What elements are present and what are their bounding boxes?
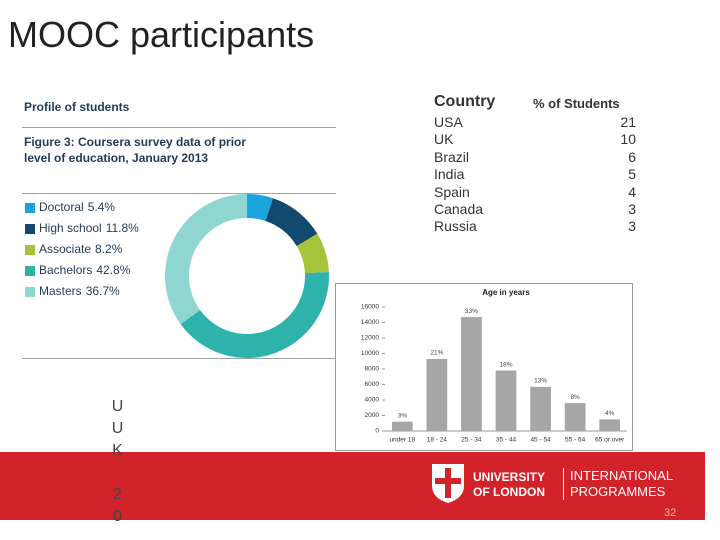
country-share: 6	[628, 148, 636, 165]
y-tick-label: 8000	[365, 366, 380, 373]
legend-value: 36.7%	[86, 284, 120, 298]
legend-value: 5.4%	[88, 200, 116, 214]
legend-label: Doctoral 5.4%	[39, 200, 115, 214]
legend-category: High school	[39, 221, 102, 235]
bar	[530, 386, 551, 431]
rule	[22, 358, 336, 359]
country-name: Spain	[434, 183, 470, 200]
legend-label: Bachelors 42.8%	[39, 263, 131, 277]
country-share: 3	[628, 201, 636, 217]
country-name: UK	[434, 131, 454, 148]
university-name: UNIVERSITY OF LONDON	[473, 470, 545, 500]
country-name: India	[434, 166, 465, 183]
programme-line: PROGRAMMES	[570, 484, 666, 499]
donut-chart: Doctoral 5.4% High school 11.8% Associate 8.2…	[25, 194, 329, 358]
page-number: 32	[664, 507, 677, 519]
bar-annotation: 8%	[570, 394, 580, 401]
legend-value: 8.2%	[95, 242, 123, 256]
country-share: 10	[620, 131, 636, 148]
bar-annotation: 21%	[430, 350, 443, 357]
legend-swatch	[25, 287, 35, 297]
country-name: Brazil	[434, 148, 470, 165]
country-name: USA	[434, 114, 463, 130]
profile-heading: Profile of students	[24, 100, 130, 114]
legend-category: Bachelors	[39, 263, 92, 277]
programme-line: INTERNATIONAL	[570, 468, 674, 483]
legend-category: Doctoral	[39, 200, 84, 214]
y-tick-label: 2000	[365, 412, 380, 419]
donut-slice	[165, 194, 247, 325]
legend-label: High school 11.8%	[39, 221, 139, 235]
y-tick-label: 6000	[365, 381, 380, 388]
divider	[563, 468, 564, 500]
bar-annotation: 13%	[534, 378, 547, 385]
legend-swatch	[25, 245, 35, 255]
legend-swatch	[25, 266, 35, 276]
y-tick-label: 12000	[361, 335, 379, 342]
y-tick-label: 14000	[361, 319, 379, 326]
programme-name: INTERNATIONAL PROGRAMMES	[570, 468, 673, 500]
x-tick-label: 25 - 34	[461, 437, 482, 444]
bar	[391, 421, 413, 431]
legend-swatch	[25, 203, 35, 213]
bar	[495, 370, 517, 431]
x-tick-label: 35 - 44	[496, 437, 517, 444]
country-name: Russia	[434, 218, 477, 235]
logo-shield	[432, 464, 464, 503]
donut-slice	[180, 271, 329, 358]
rule	[22, 193, 336, 194]
bar	[461, 317, 482, 431]
legend-category: Masters	[39, 284, 82, 298]
bar-annotation: 4%	[605, 410, 615, 417]
bar-chart: Age in years 0 2000 4000 6000 8000 10000 12000 1…	[361, 288, 627, 444]
x-tick-label: 18 - 24	[427, 437, 448, 444]
legend-label: Associate 8.2%	[39, 242, 123, 256]
rule	[22, 127, 336, 128]
country-share: 4	[628, 183, 636, 200]
bar-annotation: 33%	[465, 308, 478, 315]
legend-category: Associate	[39, 242, 91, 256]
country-name: Canada	[434, 201, 484, 217]
table-header: % of Students	[533, 96, 620, 111]
slide-title: MOOC participants	[8, 14, 315, 55]
donut-slice	[247, 194, 274, 222]
bar	[599, 419, 621, 431]
y-tick-label: 0	[375, 428, 379, 435]
donut-slice	[265, 198, 318, 247]
university-line: OF LONDON	[473, 485, 545, 499]
legend-value: 42.8%	[96, 263, 130, 277]
country-share: 3	[628, 218, 636, 235]
university-line: UNIVERSITY	[473, 470, 546, 484]
x-tick-label: under 18	[389, 437, 415, 444]
y-tick-label: 4000	[365, 397, 380, 404]
y-tick-label: 10000	[361, 350, 379, 357]
country-share: 5	[628, 166, 636, 183]
country-share: 21	[620, 114, 636, 130]
chart-title: Age in years	[482, 288, 530, 297]
bar-annotation: 18%	[499, 361, 512, 368]
side-text: UUK 20	[109, 398, 126, 530]
figure-caption: Figure 3: Coursera survey data of prior …	[24, 135, 247, 165]
y-tick-label: 16000	[361, 304, 379, 311]
legend-value: 11.8%	[106, 221, 139, 235]
bar-annotation: 3%	[398, 412, 408, 419]
x-tick-label: 65 or over	[595, 437, 625, 444]
x-tick-label: 55 - 64	[565, 437, 586, 444]
x-tick-label: 45 - 54	[530, 437, 551, 444]
legend-label: Masters 36.7%	[39, 284, 120, 298]
bar	[564, 403, 586, 431]
legend-swatch	[25, 224, 35, 234]
table-header: Country	[434, 93, 496, 110]
donut-slice	[296, 233, 329, 274]
footer-band	[0, 452, 705, 520]
bar	[426, 358, 448, 431]
